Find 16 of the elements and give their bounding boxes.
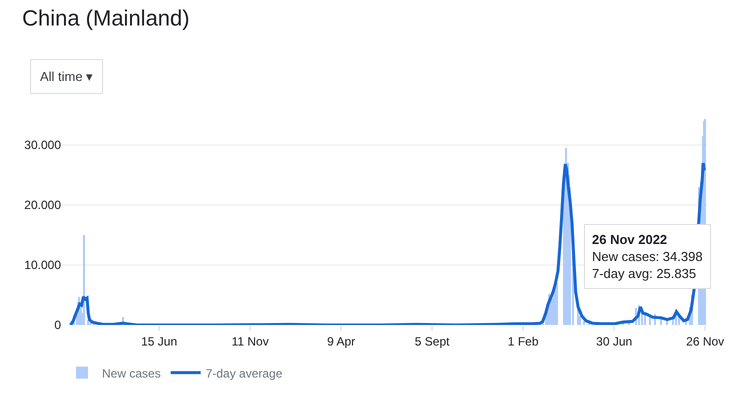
x-tick-label: 26 Nov: [686, 334, 724, 348]
y-tick-label: 20.000: [24, 198, 62, 212]
chart-title: China (Mainland): [22, 5, 190, 30]
x-tick-label: 1 Feb: [508, 334, 539, 348]
x-tick-label: 9 Apr: [327, 334, 356, 348]
x-tick-label: 5 Sept: [414, 334, 450, 348]
legend-label: New cases: [102, 366, 161, 380]
y-tick-label: 30.000: [24, 138, 62, 152]
y-tick-label: 10.000: [24, 258, 62, 272]
x-tick-label: 11 Nov: [232, 334, 269, 348]
legend-label: 7-day average: [206, 366, 283, 380]
x-tick-label: 30 Jun: [596, 334, 632, 348]
text: All time ▾: [40, 69, 94, 84]
x-tick-label: 15 Jun: [141, 334, 178, 348]
annotation: 26 Nov 2022 New cases: 34.398 7-day avg: 25.835: [592, 232, 703, 281]
y-tick-label: 0: [54, 318, 62, 332]
